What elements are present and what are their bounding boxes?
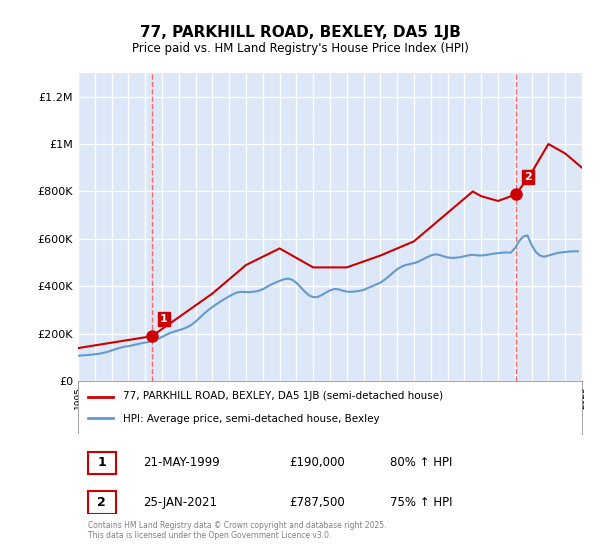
Text: 2: 2 <box>97 496 106 509</box>
Text: 2: 2 <box>524 172 532 182</box>
Text: £787,500: £787,500 <box>290 496 346 509</box>
Text: Contains HM Land Registry data © Crown copyright and database right 2025.
This d: Contains HM Land Registry data © Crown c… <box>88 521 386 540</box>
Text: 1: 1 <box>160 314 168 324</box>
Text: 75% ↑ HPI: 75% ↑ HPI <box>391 496 453 509</box>
Text: £190,000: £190,000 <box>290 456 346 469</box>
Text: HPI: Average price, semi-detached house, Bexley: HPI: Average price, semi-detached house,… <box>124 414 380 424</box>
Text: 80% ↑ HPI: 80% ↑ HPI <box>391 456 453 469</box>
Text: 77, PARKHILL ROAD, BEXLEY, DA5 1JB (semi-detached house): 77, PARKHILL ROAD, BEXLEY, DA5 1JB (semi… <box>124 391 443 401</box>
Text: 1: 1 <box>97 456 106 469</box>
FancyBboxPatch shape <box>88 491 116 514</box>
FancyBboxPatch shape <box>88 452 116 474</box>
Text: 21-MAY-1999: 21-MAY-1999 <box>143 456 220 469</box>
Text: Price paid vs. HM Land Registry's House Price Index (HPI): Price paid vs. HM Land Registry's House … <box>131 42 469 55</box>
Text: 25-JAN-2021: 25-JAN-2021 <box>143 496 218 509</box>
Text: 77, PARKHILL ROAD, BEXLEY, DA5 1JB: 77, PARKHILL ROAD, BEXLEY, DA5 1JB <box>140 25 460 40</box>
